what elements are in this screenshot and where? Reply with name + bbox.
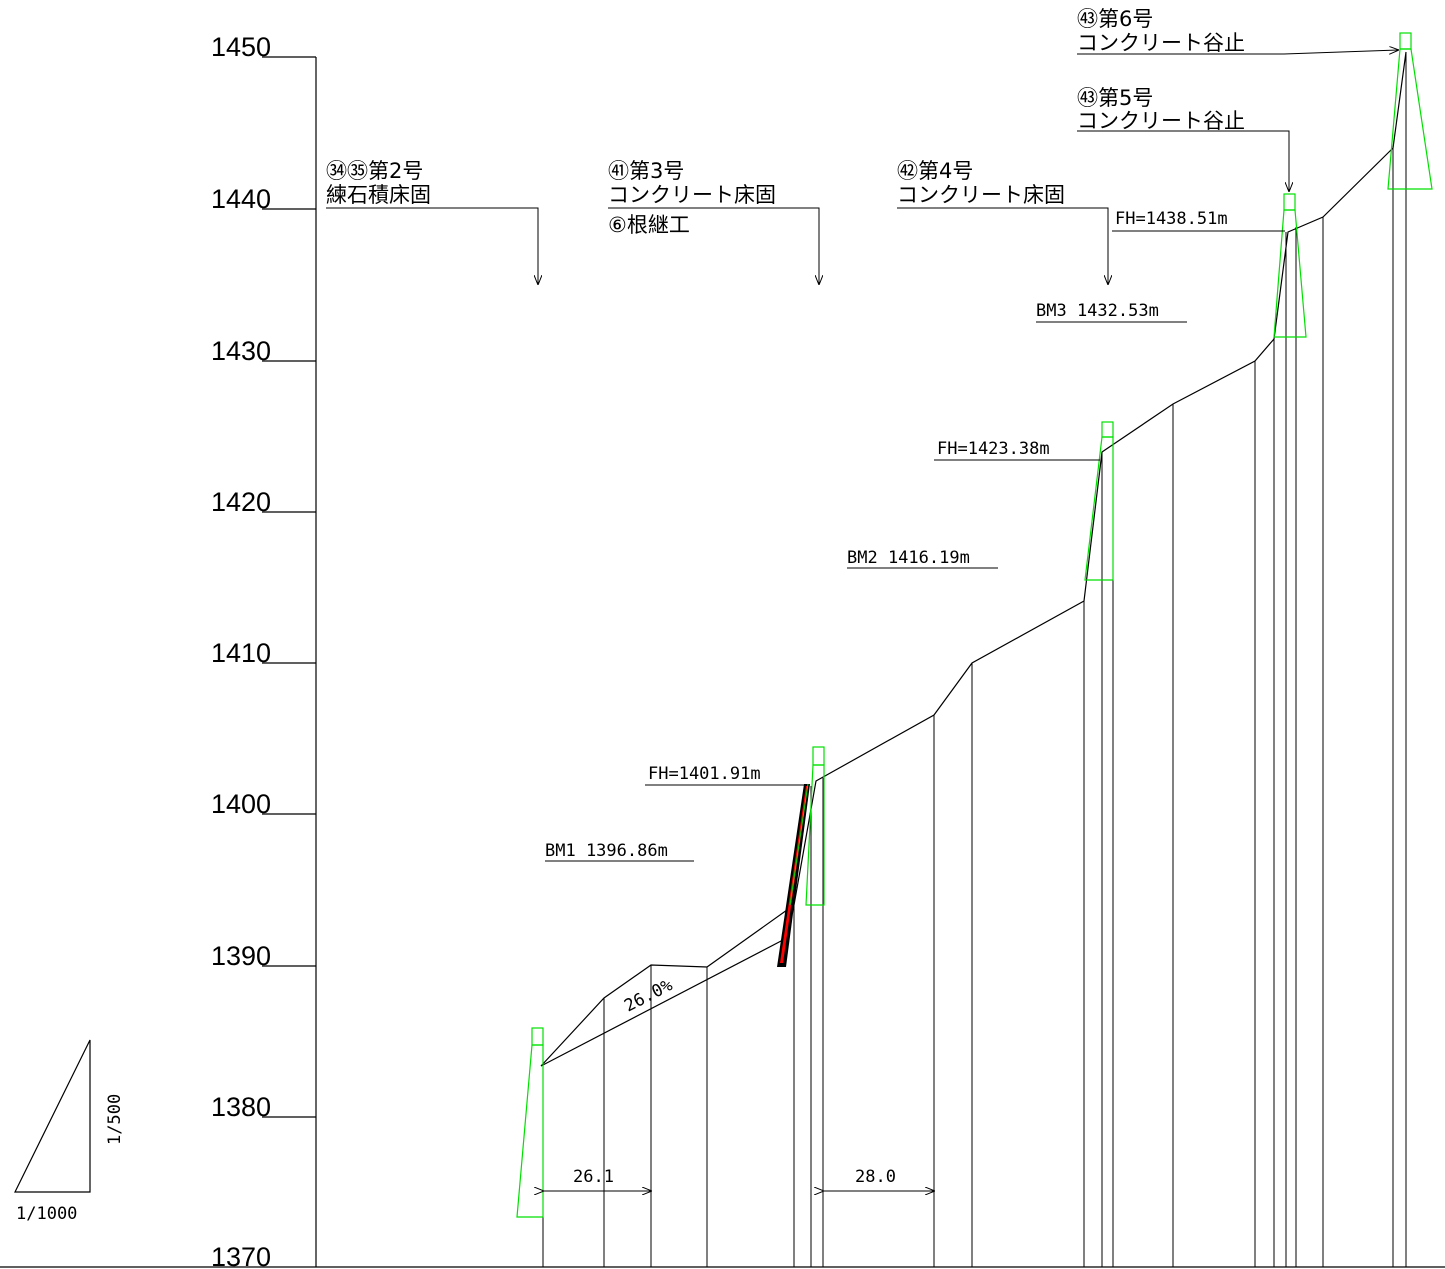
check-dam-4-outline [1084,421,1114,581]
structure-2-name: 練石積床固 [326,183,431,207]
structure-2-number: ㉞㉟第2号 [326,159,423,183]
check-dam-3-outline [805,746,825,906]
structure-4-number: ㊷第4号 [897,159,973,183]
structure-3-number: ㊶第3号 [608,159,684,183]
structure-4-name: コンクリート床固 [897,183,1065,207]
elevation-label-1380: 1380 [211,1092,271,1122]
planned-bed-slope-line [540,939,784,1067]
elevation-label-1390: 1390 [211,941,271,971]
elevation-label-1410: 1410 [211,638,271,668]
check-dam-1-outline [516,1027,544,1218]
check-dam-5-outline [1273,193,1307,338]
structure-5-name: コンクリート谷止 [1077,109,1245,133]
structure-5-number: ㊸第5号 [1077,86,1153,110]
elevation-label-1450: 1450 [211,32,271,62]
elevation-label-1430: 1430 [211,336,271,366]
elevation-label-1400: 1400 [211,789,271,819]
benchmark-2-label: BM2 1416.19m [847,548,970,568]
fh-label-dam-4: FH=1423.38m [937,439,1050,459]
structure-2-annotation: ㉞㉟第2号 練石積床固 [326,159,538,284]
structure-6-name: コンクリート谷止 [1077,31,1245,55]
structure-6-number: ㊸第6号 [1077,7,1153,31]
dimension-label-26-1: 26.1 [573,1167,614,1187]
elevation-label-1420: 1420 [211,487,271,517]
fh-label-dam-3: FH=1401.91m [648,764,761,784]
scale-triangle: 1/1000 1/500 [14,1039,125,1224]
structure-3-annotation: ㊶第3号 コンクリート床固 ⑥根継工 [608,159,819,284]
horizontal-scale-label: 1/1000 [16,1204,77,1224]
root-joint-work [777,783,810,967]
structure-5-annotation: ㊸第5号 コンクリート谷止 [1077,86,1289,191]
structure-6-annotation: ㊸第6号 コンクリート谷止 [1077,7,1398,55]
elevation-label-1370: 1370 [211,1242,271,1269]
structure-4-annotation: ㊷第4号 コンクリート床固 [897,159,1108,284]
benchmark-1-label: BM1 1396.86m [545,841,668,861]
vertical-scale-label: 1/500 [105,1094,125,1145]
structure-3-subtitle: ⑥根継工 [608,213,690,237]
fh-label-dam-5: FH=1438.51m [1115,209,1228,229]
dimension-28-0: 28.0 [823,1167,934,1191]
elevation-label-1440: 1440 [211,184,271,214]
benchmark-3-label: BM3 1432.53m [1036,301,1159,321]
dimension-label-28-0: 28.0 [855,1167,896,1187]
check-dam-6-outline [1387,32,1433,190]
elevation-axis: 1450 1440 1430 1420 1410 1400 1390 1380 … [0,32,1445,1269]
dimension-26-1: 26.1 [543,1167,651,1191]
structure-3-name: コンクリート床固 [608,183,776,207]
